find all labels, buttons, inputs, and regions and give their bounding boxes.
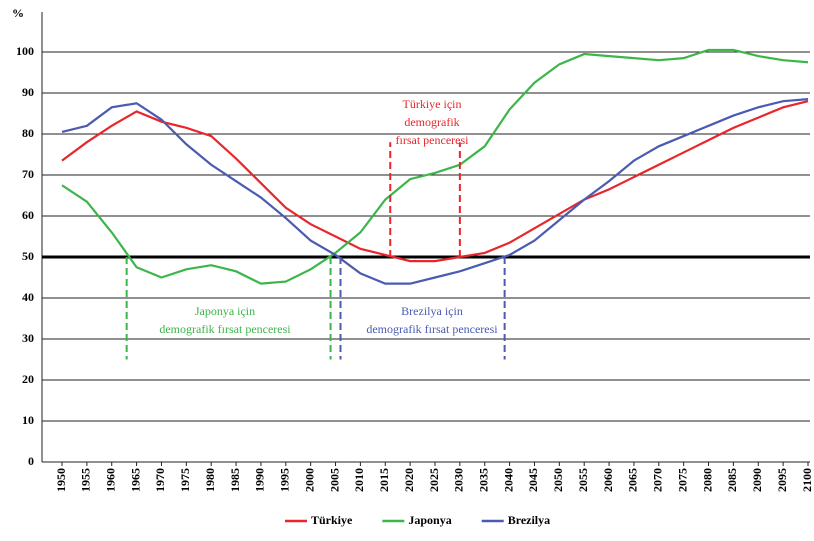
- y-tick-label: 70: [22, 167, 34, 181]
- x-tick-label: 2050: [551, 468, 565, 492]
- x-tick-label: 2025: [427, 468, 441, 492]
- x-tick-label: 2035: [476, 468, 490, 492]
- y-tick-label: 100: [16, 44, 34, 58]
- annotation-text: Brezilya için: [401, 304, 463, 318]
- y-tick-label: 0: [28, 454, 34, 468]
- legend-label: Brezilya: [508, 513, 550, 527]
- x-tick-label: 2010: [352, 468, 366, 492]
- x-tick-label: 2020: [402, 468, 416, 492]
- y-tick-label: 10: [22, 413, 34, 427]
- y-axis-label: %: [12, 6, 24, 20]
- annotation-text: Japonya için: [195, 304, 255, 318]
- annotation-text: demografik fırsat penceresi: [366, 322, 498, 336]
- x-tick-label: 2065: [626, 468, 640, 492]
- x-tick-label: 1995: [278, 468, 292, 492]
- x-tick-label: 2040: [501, 468, 515, 492]
- y-tick-label: 90: [22, 85, 34, 99]
- y-tick-label: 30: [22, 331, 34, 345]
- x-tick-label: 2055: [576, 468, 590, 492]
- x-tick-label: 1990: [253, 468, 267, 492]
- series-line: [61, 98, 809, 285]
- y-tick-label: 20: [22, 372, 34, 386]
- x-tick-label: 1950: [54, 468, 68, 492]
- x-tick-label: 2090: [750, 468, 764, 492]
- y-tick-label: 80: [22, 126, 34, 140]
- annotation-text: fırsat penceresi: [396, 133, 470, 147]
- series-line: [61, 48, 809, 285]
- x-tick-label: 2000: [302, 468, 316, 492]
- x-tick-label: 2075: [675, 468, 689, 492]
- x-tick-label: 2085: [725, 468, 739, 492]
- x-tick-label: 2005: [327, 468, 341, 492]
- x-tick-label: 1965: [128, 468, 142, 492]
- legend-label: Türkiye: [311, 513, 353, 527]
- x-tick-label: 2030: [452, 468, 466, 492]
- annotation-text: demografik fırsat penceresi: [159, 322, 291, 336]
- x-tick-label: 2095: [775, 468, 789, 492]
- x-tick-label: 2100: [800, 468, 814, 492]
- x-tick-label: 2045: [526, 468, 540, 492]
- legend-label: Japonya: [408, 513, 451, 527]
- y-tick-label: 60: [22, 208, 34, 222]
- x-tick-label: 2070: [651, 468, 665, 492]
- series-line: [61, 100, 809, 263]
- x-tick-label: 1970: [153, 468, 167, 492]
- x-tick-label: 2015: [377, 468, 391, 492]
- x-tick-label: 2080: [700, 468, 714, 492]
- y-tick-label: 50: [22, 249, 34, 263]
- x-tick-label: 2060: [601, 468, 615, 492]
- x-tick-label: 1985: [228, 468, 242, 492]
- x-tick-label: 1980: [203, 468, 217, 492]
- x-tick-label: 1955: [79, 468, 93, 492]
- annotation-text: Türkiye için: [403, 97, 462, 111]
- x-tick-label: 1975: [178, 468, 192, 492]
- y-tick-label: 40: [22, 290, 34, 304]
- annotation-text: demografik: [404, 115, 459, 129]
- x-tick-label: 1960: [103, 468, 117, 492]
